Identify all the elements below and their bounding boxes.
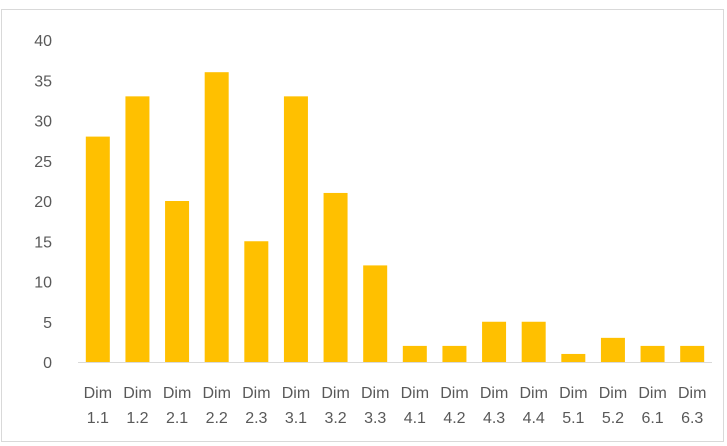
- x-tick-label: Dim 2.2: [202, 385, 230, 427]
- y-tick-label: 20: [34, 194, 52, 211]
- bar: [283, 96, 308, 362]
- y-tick-label: 40: [34, 33, 52, 50]
- x-tick-label-line: 4.1: [404, 410, 426, 427]
- bar: [323, 192, 348, 362]
- y-tick-label: 10: [34, 275, 52, 292]
- x-tick-label-line: Dim: [559, 385, 587, 402]
- x-tick-label-line: Dim: [282, 385, 310, 402]
- x-tick-label-line: 3.3: [364, 410, 386, 427]
- y-tick-label: 25: [34, 154, 52, 171]
- x-tick-label-line: Dim: [519, 385, 547, 402]
- x-tick-label-line: 3.2: [324, 410, 346, 427]
- x-tick-label: Dim 3.3: [361, 385, 389, 427]
- y-tick-label: 30: [34, 114, 52, 131]
- x-tick-label-line: Dim: [678, 385, 706, 402]
- x-tick-label-line: Dim: [321, 385, 349, 402]
- y-tick-label: 0: [43, 355, 52, 372]
- bar: [165, 201, 190, 362]
- x-tick-label-line: 1.2: [126, 410, 148, 427]
- bar: [680, 345, 705, 362]
- bar: [204, 72, 229, 362]
- bar: [244, 241, 269, 362]
- bar: [600, 337, 625, 362]
- x-tick-label-line: 1.1: [87, 410, 109, 427]
- x-tick-label-line: Dim: [401, 385, 429, 402]
- x-tick-label: Dim 5.1: [559, 385, 587, 427]
- bar: [561, 353, 586, 362]
- x-tick-label-line: Dim: [163, 385, 191, 402]
- x-tick-label-line: Dim: [599, 385, 627, 402]
- y-tick-label: 5: [43, 315, 52, 332]
- bar: [521, 321, 546, 362]
- bar: [640, 345, 665, 362]
- y-axis-ticks: 0 5 10 15 20 25 30 35 40: [34, 33, 52, 372]
- x-tick-label: Dim 6.3: [678, 385, 706, 427]
- y-tick-label: 35: [34, 73, 52, 90]
- bar: [482, 321, 507, 362]
- x-tick-label: Dim 4.2: [440, 385, 468, 427]
- x-tick-label-line: 5.1: [562, 410, 584, 427]
- x-tick-label-line: 4.4: [523, 410, 545, 427]
- x-tick-label-line: Dim: [480, 385, 508, 402]
- x-tick-label-line: 4.3: [483, 410, 505, 427]
- x-tick-label-line: Dim: [440, 385, 468, 402]
- bar: [125, 96, 150, 362]
- x-tick-label-line: 6.1: [641, 410, 663, 427]
- x-tick-label-line: Dim: [638, 385, 666, 402]
- x-tick-label: Dim 4.4: [519, 385, 547, 427]
- x-tick-label-line: Dim: [123, 385, 151, 402]
- bar: [442, 345, 467, 362]
- x-tick-label-line: 2.1: [166, 410, 188, 427]
- x-tick-label: Dim 2.3: [242, 385, 270, 427]
- x-tick-label-line: 3.1: [285, 410, 307, 427]
- chart-frame: [1, 9, 724, 442]
- x-tick-label: Dim 1.1: [84, 385, 112, 427]
- x-tick-label-line: 6.3: [681, 410, 703, 427]
- x-tick-label: Dim 4.3: [480, 385, 508, 427]
- x-tick-label-line: 5.2: [602, 410, 624, 427]
- x-tick-label: Dim 6.1: [638, 385, 666, 427]
- x-tick-label: Dim 3.2: [321, 385, 349, 427]
- x-tick-label-line: 2.3: [245, 410, 267, 427]
- x-tick-label-line: 4.2: [443, 410, 465, 427]
- x-tick-label: Dim 4.1: [401, 385, 429, 427]
- y-tick-label: 15: [34, 234, 52, 251]
- x-tick-label: Dim 5.2: [599, 385, 627, 427]
- x-tick-label: Dim 3.1: [282, 385, 310, 427]
- bar: [363, 265, 388, 362]
- x-tick-label-line: Dim: [84, 385, 112, 402]
- x-axis-ticks: Dim 1.1 Dim 1.2 Dim 2.1 Dim 2.2 Dim 2.3 Dim 3.1 Dim 3…: [84, 385, 707, 427]
- x-tick-label-line: Dim: [361, 385, 389, 402]
- x-tick-label: Dim 1.2: [123, 385, 151, 427]
- x-tick-label-line: Dim: [202, 385, 230, 402]
- bar: [402, 345, 427, 362]
- bar-series: [85, 72, 705, 362]
- x-tick-label-line: 2.2: [206, 410, 228, 427]
- bar: [85, 136, 110, 362]
- x-tick-label-line: Dim: [242, 385, 270, 402]
- x-tick-label: Dim 2.1: [163, 385, 191, 427]
